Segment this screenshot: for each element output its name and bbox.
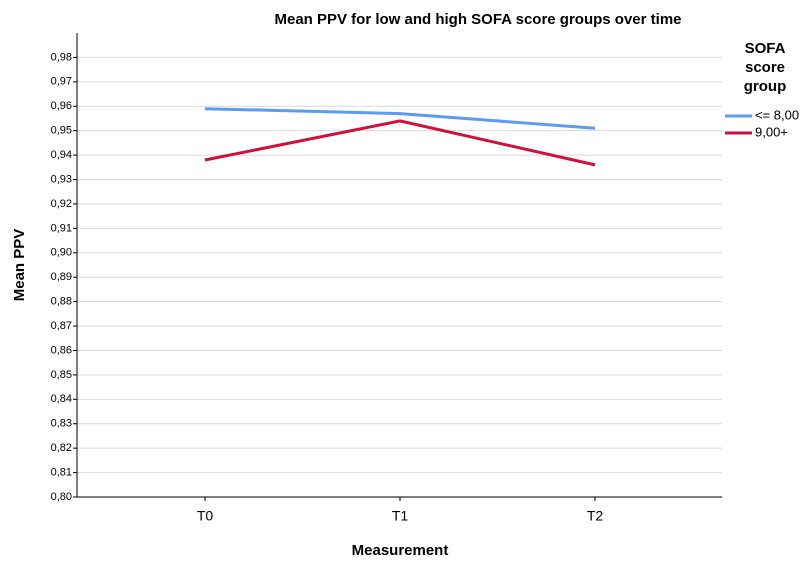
y-tick-label: 0,90 bbox=[51, 247, 72, 259]
series-line bbox=[204, 107, 596, 130]
y-tick-label: 0,98 bbox=[51, 51, 72, 63]
x-tick-label: T2 bbox=[587, 508, 604, 524]
y-tick-label: 0,97 bbox=[51, 76, 72, 88]
x-axis-title: Measurement bbox=[352, 542, 449, 559]
chart-title: Mean PPV for low and high SOFA score gro… bbox=[274, 11, 681, 28]
x-tick-label: T1 bbox=[392, 508, 409, 524]
y-tick-label: 0,86 bbox=[51, 344, 72, 356]
y-tick-label: 0,89 bbox=[51, 271, 72, 283]
y-tick-label: 0,96 bbox=[51, 100, 72, 112]
y-tick-label: 0,87 bbox=[51, 320, 72, 332]
legend-title: SOFA bbox=[745, 40, 786, 57]
legend-title: group bbox=[744, 78, 787, 95]
y-tick-label: 0,92 bbox=[51, 198, 72, 210]
y-tick-label: 0,84 bbox=[51, 393, 72, 405]
series-line bbox=[204, 119, 596, 167]
y-axis-title: Mean PPV bbox=[11, 229, 28, 302]
y-tick-label: 0,88 bbox=[51, 296, 72, 308]
y-tick-label: 0,81 bbox=[51, 466, 72, 478]
y-tick-label: 0,91 bbox=[51, 222, 72, 234]
y-tick-label: 0,82 bbox=[51, 442, 72, 454]
legend-label: <= 8,00 bbox=[755, 107, 799, 122]
y-tick-label: 0,83 bbox=[51, 418, 72, 430]
x-tick-label: T0 bbox=[197, 508, 214, 524]
legend-title: score bbox=[745, 59, 785, 76]
y-tick-label: 0,95 bbox=[51, 125, 72, 137]
y-tick-label: 0,80 bbox=[51, 491, 72, 503]
y-tick-label: 0,93 bbox=[51, 173, 72, 185]
y-tick-label: 0,85 bbox=[51, 369, 72, 381]
legend-label: 9,00+ bbox=[755, 124, 788, 139]
y-tick-label: 0,94 bbox=[51, 149, 72, 161]
